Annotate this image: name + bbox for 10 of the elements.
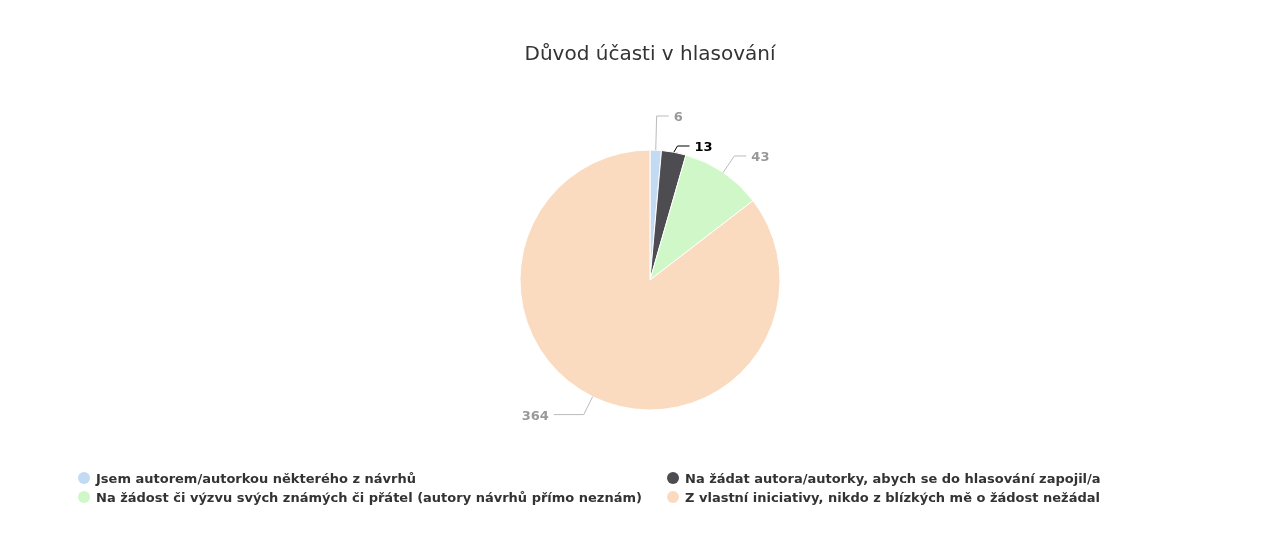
data-label: 364 — [521, 407, 549, 423]
legend-label: Z vlastní iniciativy, nikdo z blízkých mě o žádost nežádal — [685, 490, 1100, 505]
chart-title: Důvod účasti v hlasování — [524, 41, 777, 65]
legend-label: Jsem autorem/autorkou některého z návrhů — [95, 471, 416, 486]
legend-label: Na žádost či výzvu svých známých či přátel (autory návrhů přímo neznám) — [96, 490, 642, 505]
pie-slice — [519, 149, 781, 411]
data-label: 43 — [751, 148, 770, 164]
data-label: 6 — [673, 109, 683, 124]
legend-label: Na žádat autora/autorky, abych se do hlasování zapojil/a — [685, 471, 1101, 486]
data-label: 13 — [694, 139, 713, 154]
